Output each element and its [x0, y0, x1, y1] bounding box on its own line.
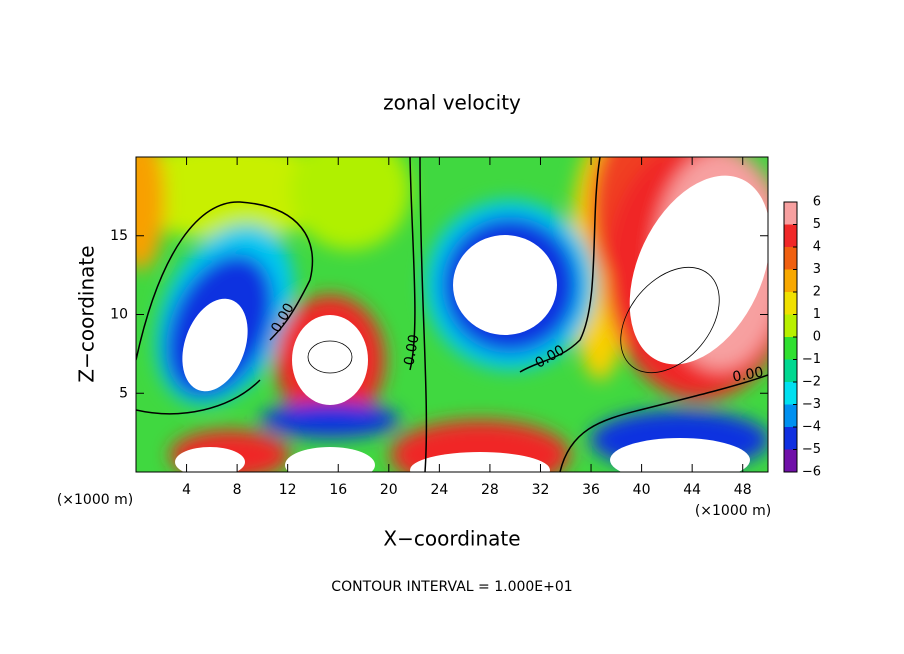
- x-axis-label: X−coordinate: [383, 527, 520, 551]
- contour-field: [136, 157, 768, 472]
- footer: CONTOUR INTERVAL = 1.000E+01: [331, 579, 572, 595]
- colorbar-band: [784, 202, 797, 225]
- x-tick-label: 40: [633, 482, 651, 498]
- colorbar-band: [784, 314, 797, 337]
- x-tick-label: 44: [683, 482, 701, 498]
- colorbar-band: [784, 247, 797, 270]
- colorbar-label: 1: [813, 307, 821, 322]
- x-tick-label: 16: [329, 482, 347, 498]
- colorbar-band: [784, 292, 797, 315]
- colorbar-label: 3: [813, 262, 821, 277]
- colorbar-label: −1: [802, 352, 821, 367]
- colorbar-label: 2: [813, 285, 821, 300]
- colorbar-label: 0: [813, 330, 821, 345]
- colorbar-band: [784, 269, 797, 292]
- x-tick-label: 48: [734, 482, 752, 498]
- x-tick-label: 36: [582, 482, 600, 498]
- x-tick-label: 12: [279, 482, 297, 498]
- colorbar-band: [784, 359, 797, 382]
- colorbar-band: [784, 449, 797, 472]
- contour-label: 0.00: [731, 364, 764, 385]
- contour-label: 0.00: [401, 333, 422, 366]
- colorbar-label: −2: [802, 375, 821, 390]
- x-tick-label: 8: [233, 482, 242, 498]
- y-tick-label: 10: [110, 307, 128, 323]
- colorbar-label: −6: [802, 465, 821, 480]
- colorbar-band: [784, 427, 797, 450]
- colorbar-band: [784, 337, 797, 360]
- y-tick-label: 15: [110, 228, 128, 244]
- colorbar-label: 6: [813, 195, 821, 210]
- colorbar-label: −3: [802, 397, 821, 412]
- colorbar-label: −4: [802, 420, 821, 435]
- colorbar-label: −5: [802, 442, 821, 457]
- y-unit: (×1000 m): [57, 492, 133, 508]
- colorbar-band: [784, 382, 797, 405]
- x-unit: (×1000 m): [695, 503, 771, 519]
- colorbar-band: [784, 404, 797, 427]
- colorbar-band: [784, 224, 797, 247]
- x-tick-label: 24: [430, 482, 448, 498]
- y-tick-label: 5: [119, 385, 128, 401]
- colorbar-label: 5: [813, 217, 821, 232]
- x-tick-label: 28: [481, 482, 499, 498]
- colorbar-label: 4: [813, 240, 821, 255]
- x-tick-label: 4: [182, 482, 191, 498]
- x-tick-label: 20: [380, 482, 398, 498]
- y-axis-label: Z−coordinate: [75, 245, 99, 382]
- chart-title: zonal velocity: [383, 91, 521, 115]
- x-tick-label: 32: [532, 482, 550, 498]
